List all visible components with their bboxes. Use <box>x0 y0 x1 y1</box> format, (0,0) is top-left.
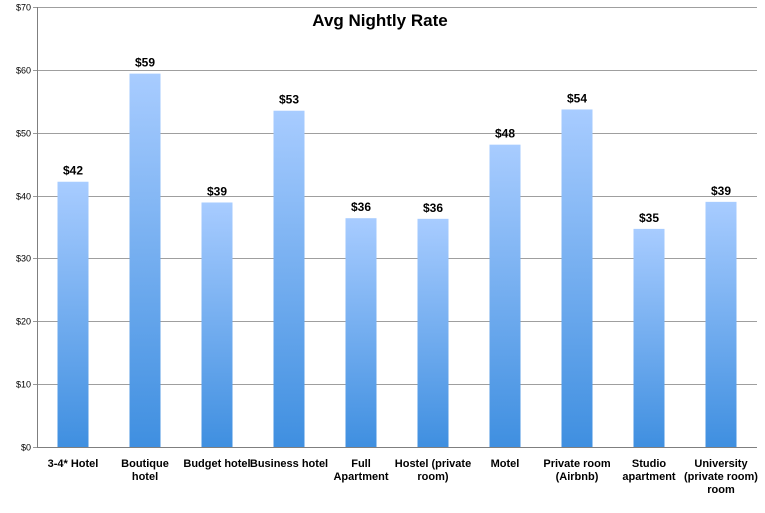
category-label-line: Apartment <box>333 471 388 483</box>
bar <box>273 110 305 447</box>
category-label-line: Private room <box>543 458 610 470</box>
data-label: $54 <box>567 91 587 105</box>
category-label-line: (Airbnb) <box>556 471 599 483</box>
chart-title: Avg Nightly Rate <box>312 11 447 30</box>
data-label: $53 <box>279 93 299 107</box>
bar <box>201 202 233 447</box>
bar <box>129 73 161 447</box>
data-labels: $42 $59 $39 $53 $36 $36 $48 $54 $35 $39 <box>63 56 731 225</box>
category-label-line: hotel <box>132 471 158 483</box>
category-label-line: room) <box>417 471 449 483</box>
bars <box>57 73 737 447</box>
data-label: $36 <box>351 200 371 214</box>
data-label: $39 <box>207 184 227 198</box>
category-label-line: room <box>707 484 735 496</box>
category-label: Private room (Airbnb) <box>543 458 610 483</box>
y-axis-ticks: $0 $10 $20 $30 $40 $50 $60 $70 <box>16 3 37 453</box>
y-tick-label: $40 <box>16 192 31 202</box>
bar <box>561 109 593 447</box>
data-label: $42 <box>63 164 83 178</box>
bar <box>57 181 89 447</box>
bar <box>345 218 377 447</box>
category-label: University (private room) room <box>684 458 758 496</box>
data-label: $39 <box>711 184 731 198</box>
data-label: $48 <box>495 127 515 141</box>
data-label: $59 <box>135 56 155 70</box>
category-label: 3-4* Hotel <box>48 458 99 470</box>
category-label-line: apartment <box>622 471 676 483</box>
y-tick-label: $20 <box>16 317 31 327</box>
category-label-line: Hostel (private <box>395 458 471 470</box>
category-label-line: University <box>694 458 748 470</box>
data-label: $35 <box>639 211 659 225</box>
category-label-line: (private room) <box>684 471 758 483</box>
category-label: Motel <box>491 458 520 470</box>
category-label-line: Business hotel <box>250 458 328 470</box>
category-label: Studio apartment <box>622 458 676 483</box>
category-label: Full Apartment <box>333 458 388 483</box>
y-tick-label: $0 <box>21 443 31 453</box>
data-label: $36 <box>423 201 443 215</box>
bar <box>417 218 449 447</box>
bar <box>705 201 737 447</box>
axes <box>37 7 757 448</box>
category-label-line: Boutique <box>121 458 169 470</box>
bar <box>489 144 521 447</box>
y-tick-label: $10 <box>16 380 31 390</box>
bar <box>633 228 665 447</box>
category-labels: 3-4* Hotel Boutique hotel Budget hotel Busin… <box>48 458 759 496</box>
category-label: Budget hotel <box>183 458 250 470</box>
category-label-line: Full <box>351 458 371 470</box>
category-label-line: 3-4* Hotel <box>48 458 99 470</box>
category-label-line: Studio <box>632 458 666 470</box>
category-label-line: Budget hotel <box>183 458 250 470</box>
category-label: Boutique hotel <box>121 458 169 483</box>
category-label: Hostel (private room) <box>395 458 471 483</box>
y-tick-label: $30 <box>16 254 31 264</box>
y-tick-label: $50 <box>16 129 31 139</box>
category-label-line: Motel <box>491 458 520 470</box>
category-label: Business hotel <box>250 458 328 470</box>
y-tick-label: $60 <box>16 66 31 76</box>
y-tick-label: $70 <box>16 3 31 13</box>
